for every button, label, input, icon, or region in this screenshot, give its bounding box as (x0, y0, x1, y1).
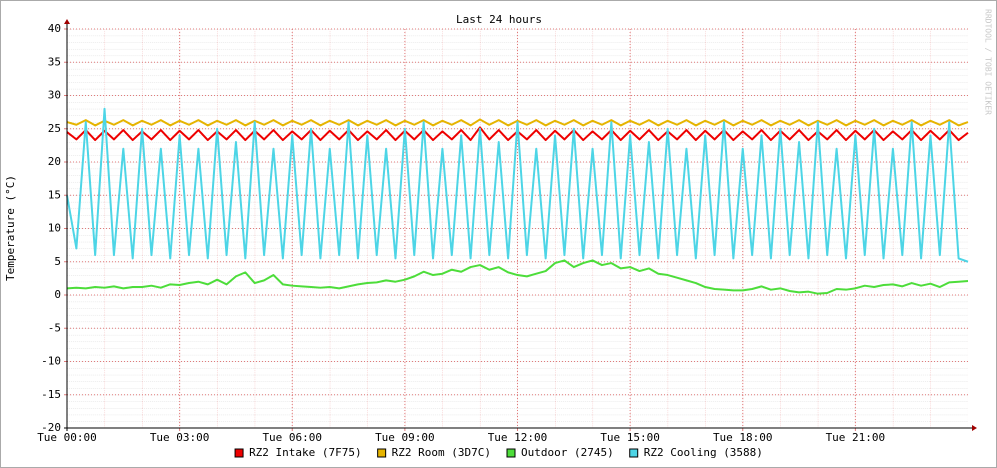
legend-label: RZ2 Intake (7F75) (249, 446, 362, 459)
y-axis-arrow (64, 19, 70, 24)
y-tick-label: 0 (54, 288, 61, 301)
chart-title: Last 24 hours (456, 13, 542, 26)
series-line (66, 107, 969, 263)
legend-label: RZ2 Cooling (3588) (644, 446, 763, 459)
y-tick-label: -15 (41, 388, 61, 401)
x-tick-label: Tue 03:00 (150, 431, 210, 444)
series-line (66, 118, 969, 127)
watermark: RRDTOOL / TOBI OETIKER (984, 9, 993, 115)
x-tick-label: Tue 18:00 (713, 431, 773, 444)
legend-label: Outdoor (2745) (521, 446, 614, 459)
y-axis-label: Temperature (°C) (4, 175, 17, 281)
legend-swatch (234, 448, 244, 458)
x-tick-label: Tue 09:00 (375, 431, 435, 444)
y-tick-label: 40 (48, 22, 61, 35)
x-tick-label: Tue 06:00 (262, 431, 322, 444)
legend-swatch (377, 448, 387, 458)
y-tick-label: 25 (48, 122, 61, 135)
y-tick-label: 5 (54, 255, 61, 268)
y-tick-label: -5 (48, 321, 61, 334)
y-tick-label: 35 (48, 55, 61, 68)
x-tick-label: Tue 00:00 (37, 431, 97, 444)
y-tick-label: 30 (48, 89, 61, 102)
y-tick-label: 10 (48, 222, 61, 235)
x-tick-label: Tue 21:00 (826, 431, 886, 444)
x-axis-arrow (972, 425, 977, 431)
legend-swatch (629, 448, 639, 458)
y-tick-label: 15 (48, 188, 61, 201)
legend-label: RZ2 Room (3D7C) (392, 446, 491, 459)
legend-swatch (506, 448, 516, 458)
y-tick-label: -10 (41, 355, 61, 368)
series-line (66, 259, 969, 295)
y-tick-label: 20 (48, 155, 61, 168)
x-tick-label: Tue 15:00 (600, 431, 660, 444)
x-tick-label: Tue 12:00 (488, 431, 548, 444)
y-tick-label: -20 (41, 421, 61, 434)
